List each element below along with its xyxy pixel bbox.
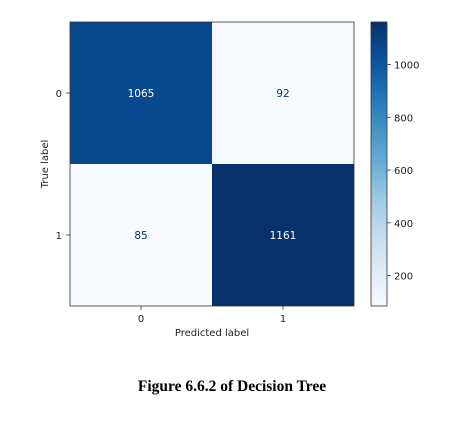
y-tick-label: 0 (56, 89, 62, 100)
matrix-frame (69, 21, 355, 307)
cell-r1-c0 (70, 164, 212, 306)
colorbar-ticks: 200 400 600 800 1000 (387, 60, 419, 283)
x-axis-label: Predicted label (175, 328, 249, 339)
cell-r0-c1 (212, 22, 354, 164)
y-axis-label: True label (40, 140, 51, 190)
cell-r0-c0 (70, 22, 212, 164)
colorbar-tick-label: 1000 (394, 60, 419, 71)
colorbar-tick-label: 200 (394, 272, 413, 283)
figure-caption: Figure 6.6.2 of Decision Tree (137, 378, 327, 395)
x-tick-label: 0 (138, 314, 144, 325)
y-tick-label: 1 (56, 231, 62, 242)
matrix-cells (70, 22, 354, 306)
cell-value-r1-c1: 1161 (270, 230, 297, 242)
colorbar-tick-label: 600 (394, 166, 413, 177)
cell-value-labels: 1065 92 85 1161 (128, 88, 297, 242)
colorbar-tick-label: 800 (394, 113, 413, 124)
x-tick-label: 1 (280, 314, 286, 325)
cell-value-r0-c1: 92 (276, 88, 289, 100)
y-axis-ticks: 01 (56, 89, 70, 242)
cell-value-r1-c0: 85 (134, 230, 147, 242)
cell-value-r0-c0: 1065 (128, 88, 155, 100)
colorbar-tick-label: 400 (394, 219, 413, 230)
colorbar (370, 21, 388, 307)
cell-r1-c1 (212, 164, 354, 306)
